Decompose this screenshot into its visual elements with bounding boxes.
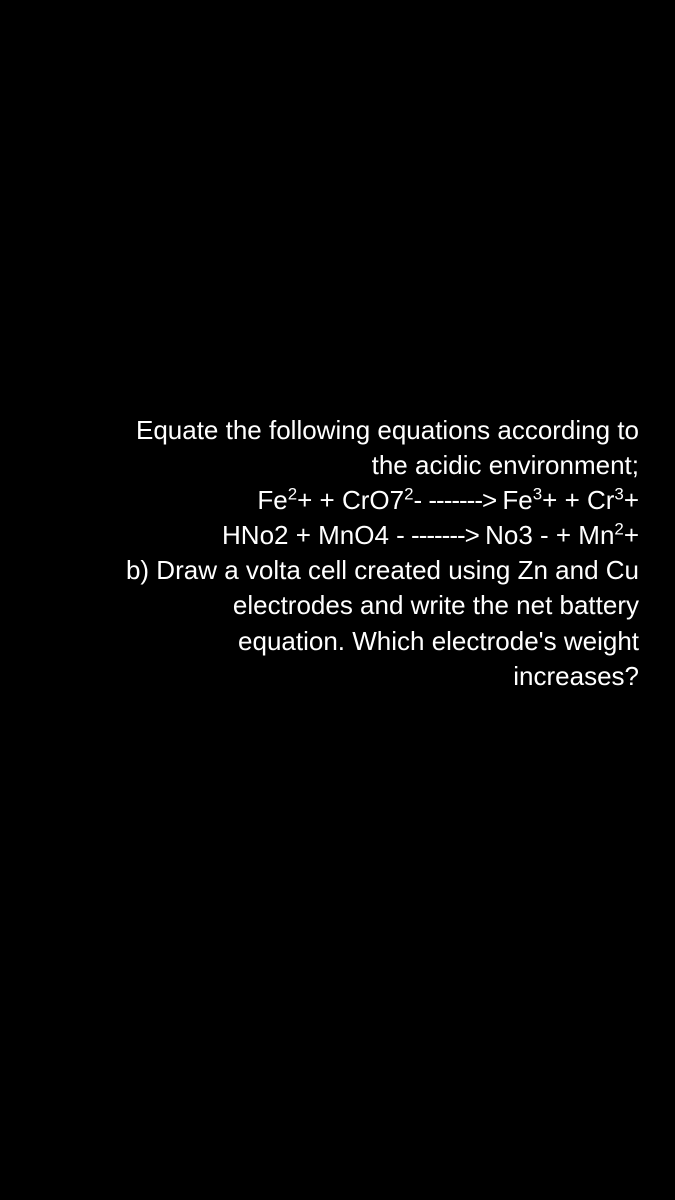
eq2-part: + xyxy=(624,520,639,550)
eq1-sup: 3 xyxy=(533,485,542,504)
line-4-equation-2: HNo2 + MnO4 - -------> No3 - + Mn2+ xyxy=(36,518,639,553)
line-8: increases? xyxy=(36,659,639,694)
line-1: Equate the following equations according… xyxy=(36,413,639,448)
line-3-equation-1: Fe2+ + CrO72- -------> Fe3+ + Cr3+ xyxy=(36,483,639,518)
eq2-arrow: -------> xyxy=(405,520,485,550)
eq1-part: Fe xyxy=(502,485,532,515)
eq2-sup: 2 xyxy=(614,520,623,539)
eq1-part: + + Cr xyxy=(542,485,614,515)
line-7: equation. Which electrode's weight xyxy=(36,624,639,659)
line-6: electrodes and write the net battery xyxy=(36,588,639,623)
eq1-sup: 2 xyxy=(288,485,297,504)
question-text-block: Equate the following equations according… xyxy=(36,413,639,694)
eq2-part: HNo2 + MnO4 - xyxy=(222,520,405,550)
eq1-part: Fe xyxy=(257,485,287,515)
line-2: the acidic environment; xyxy=(36,448,639,483)
line-5: b) Draw a volta cell created using Zn an… xyxy=(36,553,639,588)
eq1-part: + + CrO7 xyxy=(297,485,404,515)
eq2-part: No3 - + Mn xyxy=(485,520,614,550)
eq1-part: + xyxy=(624,485,639,515)
eq1-part: - xyxy=(413,485,422,515)
eq1-arrow: -------> xyxy=(422,485,502,515)
eq1-sup: 3 xyxy=(614,485,623,504)
